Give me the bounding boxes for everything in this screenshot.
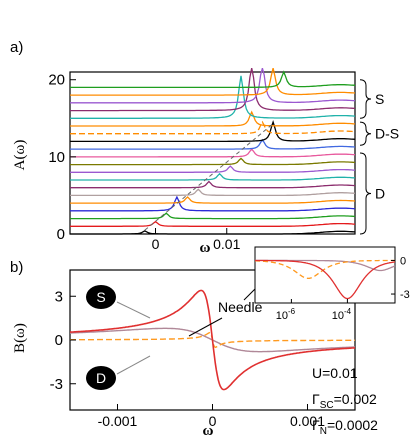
needle-annotation: Needle: [218, 299, 263, 315]
inset-series-line-s: [255, 259, 395, 300]
panel-a-x-tick-label: 0.01: [213, 236, 240, 252]
panel-b-x-tick-label: 0.001: [290, 413, 325, 429]
inset-series: [255, 259, 396, 300]
panel-a-series-line: [70, 172, 356, 181]
panel-a-brace-label: D: [375, 186, 385, 202]
panel-a-series-line: [70, 196, 356, 204]
panel-a-y-axis-label: A(ω): [12, 140, 28, 171]
panel-a-series-line: [70, 67, 356, 96]
param-u: U=0.01: [312, 365, 358, 381]
badge-s-pointer: [116, 301, 151, 319]
panel-a-series-line: [70, 67, 356, 112]
panel-a-series-line: [70, 157, 356, 166]
panel-a-x-tick-label: 0: [152, 236, 160, 252]
param-gamma-sc: ΓSC=0.002: [312, 391, 377, 411]
panel-a-series-line: [70, 110, 356, 127]
panel-b: b) 3 0 -3 -0.001 0 0.001 B(ω) ω S D Needle U…: [10, 259, 378, 439]
panel-a-series-line: [70, 220, 356, 227]
panel-a-brace-label: D-S: [375, 126, 399, 142]
panel-b-y-tick-label: -3: [50, 376, 63, 393]
panel-a-y-tick-label: 10: [48, 149, 65, 166]
panel-a-series-line: [70, 138, 356, 150]
panel-b-y-tick-label: 0: [55, 332, 63, 349]
badge-d-pointer: [116, 355, 151, 375]
panel-a-brace: [359, 121, 372, 146]
panel-b-x-tick-label: -0.001: [98, 413, 138, 429]
panel-b-label: b): [10, 259, 23, 276]
inset-x-tick-label: 10-4: [332, 307, 352, 322]
panel-b-y-axis-label: B(ω): [12, 323, 28, 353]
panel-b-series-line-s: [70, 289, 355, 391]
panel-a-label: a): [10, 39, 23, 56]
panel-a-series-line: [70, 75, 356, 119]
inset-x-ticks: 10-6 10-4: [276, 299, 352, 322]
panel-a-series-line: [70, 180, 356, 189]
badge-d: D: [86, 366, 116, 390]
badge-s-label: S: [96, 289, 105, 305]
panel-a-brace: [359, 152, 372, 235]
panel-a-brace-label: S: [375, 91, 384, 107]
inset-series-line-d-s: [255, 259, 395, 280]
panel-a-series: [70, 67, 356, 235]
panel-a-braces: S D-S D: [359, 79, 399, 235]
panel-a-series-line: [70, 148, 356, 158]
inset-y-ticks: 0 -3: [391, 255, 410, 301]
panel-a-y-tick-label: 20: [48, 72, 65, 89]
panel-a-series-line: [70, 230, 356, 235]
panel-a-brace: [359, 79, 372, 119]
panel-a-y-tick-label: 0: [57, 226, 65, 243]
panel-a-x-ticks: 0 0.01: [152, 228, 241, 252]
inset-x-tick-label: 10-6: [276, 307, 296, 322]
panel-a-series-line: [70, 165, 356, 173]
panel-b-series: [70, 289, 355, 391]
panel-a-series-line: [70, 195, 356, 212]
panel-b-y-ticks: 3 0 -3: [50, 288, 76, 393]
inset-frame: [254, 246, 396, 304]
panel-a-series-line: [70, 120, 356, 135]
panel-a-series-line: [70, 70, 356, 89]
panel-b-x-ticks: -0.001 0 0.001: [98, 404, 325, 429]
inset-y-tick-label: -3: [400, 289, 410, 301]
badge-d-label: D: [96, 370, 106, 386]
panel-a-series-line: [70, 188, 356, 197]
panel-b-x-axis-label: ω: [203, 423, 214, 439]
panel-b-y-tick-label: 3: [55, 288, 63, 305]
inset-y-tick-label: 0: [400, 255, 406, 267]
panel-a-series-line: [70, 67, 356, 104]
needle-arrow-left: [188, 317, 223, 337]
badge-s: S: [86, 285, 116, 309]
panel-a-y-ticks: 0 10 20: [48, 72, 76, 243]
panel-a-series-line: [70, 212, 356, 220]
panel-b-x-tick-label: 0: [209, 413, 217, 429]
inset-plot: 0 -3 10-6 10-4: [254, 246, 410, 322]
param-gamma-n: ΓN=0.0002: [312, 417, 378, 437]
panel-a-series-line: [70, 119, 356, 143]
panel-a-x-axis-label: ω: [200, 240, 211, 256]
